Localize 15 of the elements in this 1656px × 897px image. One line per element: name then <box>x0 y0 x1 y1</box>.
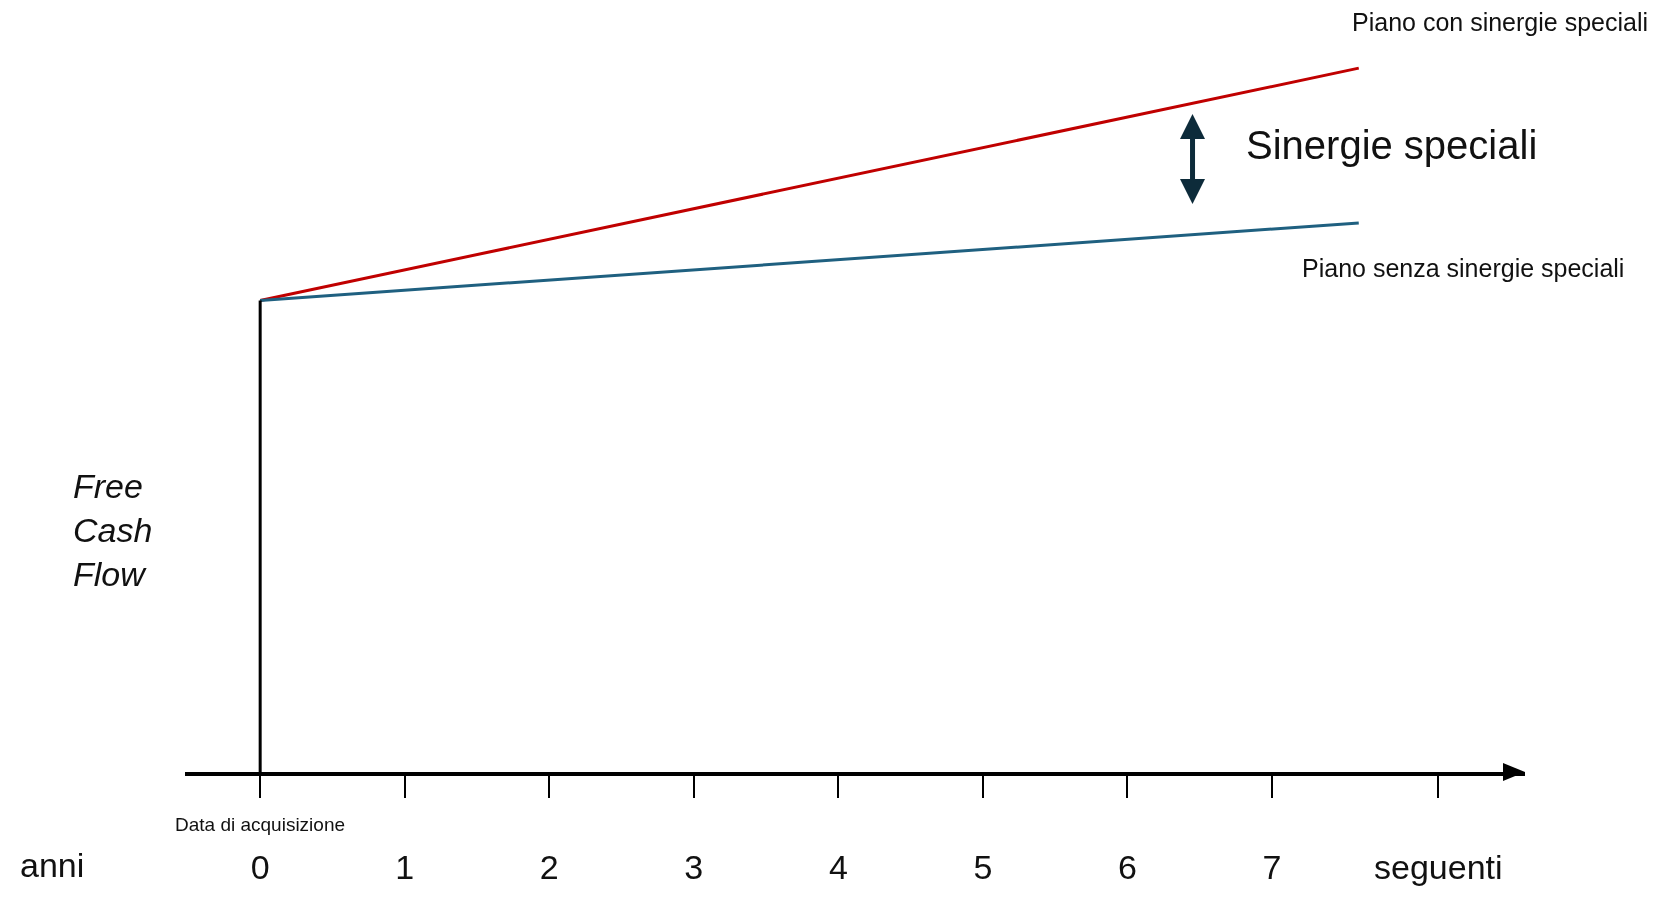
x-tick-label: 1 <box>395 847 415 886</box>
series-label: Piano con sinergie speciali <box>1352 8 1649 36</box>
x-tick-label: 5 <box>973 847 993 886</box>
x-tick-label: 6 <box>1118 847 1137 886</box>
x-axis-title: anni <box>20 846 85 884</box>
x-tick-label: 4 <box>828 847 848 886</box>
annotation: Sinergie speciali <box>1246 123 1538 167</box>
x-tick-label: 2 <box>539 847 559 886</box>
x-tick-label: 3 <box>684 847 704 886</box>
text: Data di acquisizione <box>175 814 346 835</box>
x-tick-label: 7 <box>1262 847 1282 886</box>
series-label: Piano senza sinergie speciali <box>1302 254 1625 282</box>
x-tick-label: seguenti <box>1374 847 1503 886</box>
y-axis-title: Free Cash Flow <box>73 467 153 594</box>
x-tick-label: 0 <box>250 847 270 886</box>
